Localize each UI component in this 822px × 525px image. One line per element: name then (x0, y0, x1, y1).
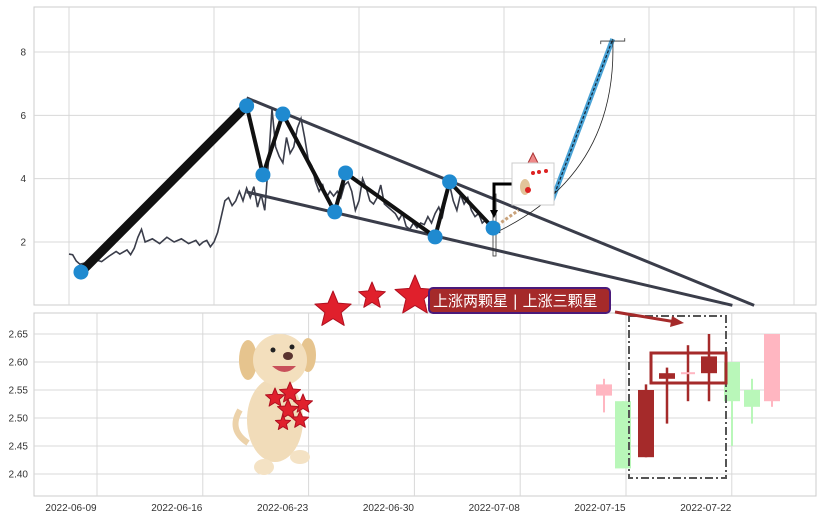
candle-body (638, 390, 654, 458)
candle-body (764, 334, 780, 402)
pointer-arrow (492, 182, 512, 212)
upper-y-tick-label: 2 (20, 238, 26, 249)
dog-eye (270, 347, 276, 353)
candle (596, 378, 612, 413)
highlight-red-box (649, 351, 728, 385)
thumbnail-star-icon (544, 169, 548, 173)
candle (659, 367, 675, 424)
upper-plot-frame (33, 6, 817, 306)
annotation-arrow (614, 310, 677, 324)
pivot-point (327, 204, 343, 220)
candle-body (615, 401, 631, 469)
pivot-point (239, 98, 255, 114)
pivot-point (442, 174, 458, 190)
candle-body (659, 373, 675, 379)
upper-y-tick-label: 4 (20, 174, 26, 185)
zigzag-first-leg (77, 102, 250, 276)
pivot-point (427, 229, 443, 245)
dog-mascot-image (232, 334, 316, 475)
x-tick-label: 2022-06-23 (257, 503, 309, 514)
red-star-icon (358, 281, 386, 308)
dog-nose (283, 352, 293, 360)
pivot-point (338, 165, 354, 181)
red-star-icon (293, 393, 313, 413)
pivot-point (485, 220, 501, 236)
projection-arc (498, 38, 614, 232)
red-star-icon (290, 410, 310, 428)
dog-foot (254, 459, 274, 475)
red-star-icon (265, 387, 285, 407)
annotation-group: 上涨两颗星 | 上涨三颗星 (428, 287, 611, 314)
lower-y-tick-label: 2.50 (9, 414, 29, 425)
zigzag-line (244, 105, 495, 241)
candle (615, 401, 631, 469)
red-star-icon (279, 381, 301, 403)
lower-y-tick-label: 2.60 (9, 358, 29, 369)
lower-y-tick-label: 2.40 (9, 470, 29, 481)
lower-y-tick-label: 2.65 (9, 330, 29, 341)
x-tick-label: 2022-06-16 (151, 503, 203, 514)
candle (638, 384, 654, 458)
lower-panel: 2.40 2.45 2.50 2.55 2.60 2.65 2022-06-09 2022-0… (9, 310, 817, 514)
thumbnail-image (511, 162, 555, 206)
projection-dashed (550, 38, 614, 204)
upper-panel: 2 4 6 8 (20, 6, 817, 307)
dog-head (253, 334, 307, 386)
candle (744, 378, 760, 424)
dog-ear (239, 340, 257, 380)
dog-eye (289, 344, 295, 350)
lower-y-tick-label: 2.45 (9, 442, 29, 453)
candle (764, 334, 780, 407)
dog-tail (232, 408, 250, 446)
thumbnail-stars-icon (525, 187, 531, 193)
thumbnail-star-icon (537, 170, 541, 174)
x-tick-label: 2022-07-22 (680, 503, 732, 514)
x-tick-label: 2022-06-09 (45, 503, 97, 514)
annotation-label-box (428, 287, 611, 314)
x-tick-label: 2022-06-30 (363, 503, 415, 514)
red-star-icon (274, 414, 292, 430)
candle-body (596, 384, 612, 396)
target-bracket (600, 38, 626, 45)
lower-plot-frame (33, 312, 817, 497)
thumbnail-star-icon (531, 171, 535, 175)
dog-mouth (272, 366, 296, 372)
upper-trendline (246, 96, 755, 307)
pivot-point (73, 264, 89, 280)
decorations (232, 274, 436, 475)
candle-body (724, 362, 740, 402)
arrow-head-icon (490, 210, 498, 218)
dog-foot (290, 450, 310, 464)
candle (701, 334, 717, 402)
highlight-dashdot-box (628, 315, 727, 479)
pivot-point (255, 167, 271, 183)
candle (724, 362, 740, 446)
upper-y-tick-label: 6 (20, 111, 26, 122)
red-star-icon (314, 290, 352, 326)
annotation-label: 上涨两颗星 | 上涨三颗星 (433, 292, 598, 310)
red-star-icon (277, 398, 299, 420)
upper-y-tick-label: 8 (20, 47, 26, 58)
candle (681, 345, 695, 402)
pivot-point (275, 106, 291, 122)
candle-body (701, 356, 717, 374)
candle-body (744, 390, 760, 407)
arrow-head-icon (670, 316, 684, 327)
lower-y-tick-label: 2.55 (9, 386, 29, 397)
x-tick-label: 2022-07-08 (469, 503, 521, 514)
x-tick-label: 2022-07-15 (574, 503, 626, 514)
